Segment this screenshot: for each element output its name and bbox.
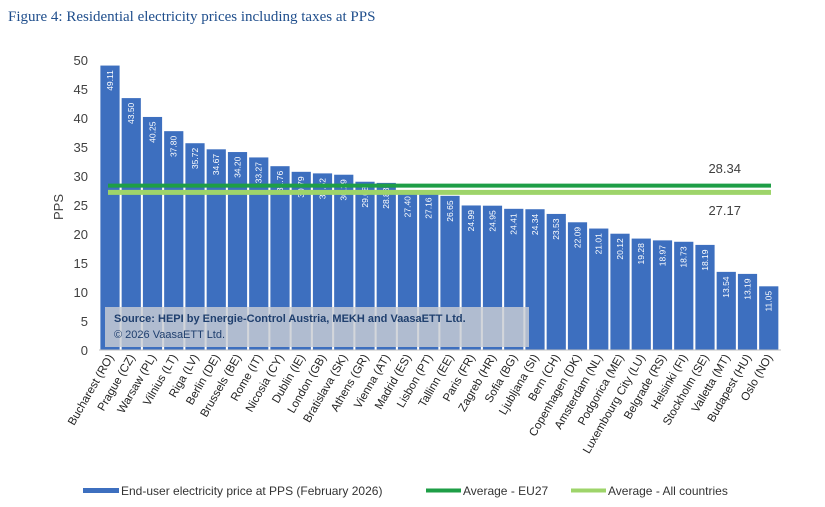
source-box: Source: HEPI by Energie-Control Austria,…	[105, 307, 529, 347]
source-note-line2: © 2026 VaasaETT Ltd.	[114, 329, 225, 341]
bar-value-label: 23.53	[551, 218, 561, 240]
bar-value-label: 27.40	[403, 196, 413, 218]
average-all-countries-label: 27.17	[708, 203, 741, 218]
bar-value-label: 43.50	[126, 102, 136, 124]
bar-value-label: 34.20	[233, 156, 243, 178]
legend-label-price: End-user electricity price at PPS (Febru…	[121, 484, 382, 498]
legend-label-all: Average - All countries	[608, 484, 728, 498]
y-tick-label: 10	[74, 285, 88, 300]
bar-value-label: 24.34	[530, 214, 540, 236]
bar-value-label: 11.05	[764, 291, 774, 312]
bar-value-label: 24.99	[466, 210, 476, 232]
bar-value-label: 30.29	[339, 179, 349, 201]
bar-value-label: 37.80	[169, 135, 179, 157]
average-lines: 28.34 27.17	[108, 161, 771, 218]
bar-value-label: 40.25	[148, 121, 158, 143]
bar-value-label: 19.28	[636, 243, 646, 265]
y-tick-label: 25	[74, 198, 88, 213]
bar-value-label: 26.65	[445, 200, 455, 222]
bar-value-label: 13.19	[743, 278, 753, 300]
x-axis-labels: Bucharest (RO)Prague (CZ)Warsaw (PL)Viln…	[66, 352, 775, 456]
y-tick-label: 0	[81, 343, 88, 358]
y-tick-label: 40	[74, 111, 88, 126]
bar-value-label: 21.01	[594, 233, 604, 255]
bar-value-label: 49.11	[105, 70, 115, 91]
y-tick-label: 30	[74, 169, 88, 184]
bar-value-label: 34.67	[211, 154, 221, 176]
bar-value-label: 29.08	[360, 186, 370, 208]
average-eu27-label: 28.34	[708, 161, 741, 176]
bar-value-label: 13.54	[721, 276, 731, 298]
bar-value-label: 31.76	[275, 171, 285, 193]
bar-value-label: 20.12	[615, 238, 625, 260]
y-tick-label: 20	[74, 227, 88, 242]
legend: End-user electricity price at PPS (Febru…	[83, 484, 728, 498]
bar-value-label: 28.88	[381, 187, 391, 209]
bar-value-label: 33.27	[254, 162, 264, 184]
legend-swatch-price	[83, 488, 119, 493]
bar-value-label: 18.73	[679, 246, 689, 268]
bar-value-label: 18.19	[700, 249, 710, 271]
y-tick-label: 15	[74, 256, 88, 271]
bar-value-label: 27.16	[424, 197, 434, 219]
y-axis-title: PPS	[51, 194, 66, 220]
y-tick-label: 5	[81, 314, 88, 329]
figure-title: Figure 4: Residential electricity prices…	[8, 9, 376, 25]
source-note-line1: Source: HEPI by Energie-Control Austria,…	[114, 313, 466, 325]
bar-value-label: 18.97	[658, 245, 668, 267]
bar-value-label: 24.41	[509, 213, 519, 235]
bar-value-label: 35.72	[190, 148, 200, 170]
y-tick-label: 50	[74, 53, 88, 68]
bar-value-label: 24.95	[488, 210, 498, 232]
bar-value-label: 22.09	[573, 227, 583, 249]
y-axis: 0 5 10 15 20 25 30 35 40 45 50	[74, 53, 88, 358]
bar-value-label: 30.52	[318, 178, 328, 200]
y-tick-label: 45	[74, 82, 88, 97]
legend-label-eu27: Average - EU27	[463, 484, 548, 498]
y-tick-label: 35	[74, 140, 88, 155]
